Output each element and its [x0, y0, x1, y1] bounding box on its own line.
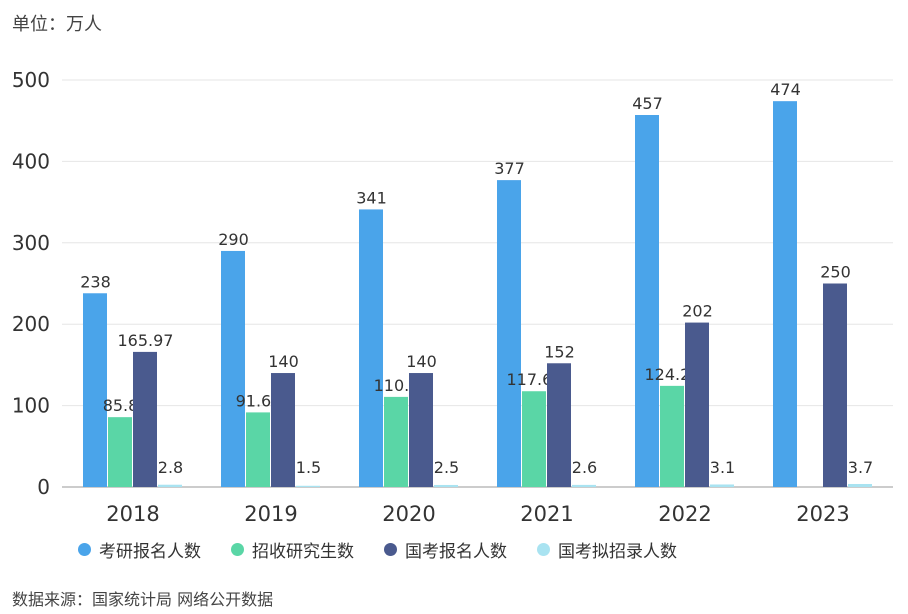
- x-tick-label: 2023: [796, 502, 849, 526]
- bar-4: [572, 484, 596, 487]
- y-tick-label: 300: [12, 231, 50, 255]
- bar-2: [522, 391, 546, 487]
- x-tick-label: 2021: [520, 502, 573, 526]
- data-label: 2.8: [158, 458, 183, 477]
- legend-dot: [78, 543, 91, 556]
- legend-label: 招收研究生数: [252, 542, 354, 562]
- legend: 考研报名人数 招收研究生数 国考报名人数 国考拟招录人数: [78, 537, 677, 562]
- y-tick-label: 400: [12, 149, 50, 173]
- legend-item: 国考拟招录人数: [537, 537, 677, 562]
- bar-2: [384, 396, 408, 487]
- x-tick-label: 2019: [244, 502, 297, 526]
- legend-item: 国考报名人数: [384, 537, 507, 562]
- data-label: 238: [80, 272, 111, 291]
- data-label: 202: [682, 302, 713, 321]
- data-label: 341: [356, 188, 387, 207]
- bar-1: [359, 209, 383, 487]
- bar-1: [635, 115, 659, 487]
- data-label: 250: [820, 263, 851, 282]
- data-label: 474: [770, 80, 801, 99]
- data-label: 3.7: [848, 458, 873, 477]
- bar-3: [133, 351, 157, 487]
- data-label: 1.5: [296, 458, 321, 477]
- data-label: 152: [544, 342, 575, 361]
- x-tick-label: 2018: [106, 502, 159, 526]
- bar-1: [497, 180, 521, 487]
- bar-4: [434, 484, 458, 487]
- bar-3: [823, 283, 847, 487]
- data-label: 140: [406, 352, 437, 371]
- legend-dot: [384, 543, 397, 556]
- y-tick-label: 200: [12, 312, 50, 336]
- legend-label: 国考拟招录人数: [558, 542, 677, 562]
- bar-2: [108, 417, 132, 487]
- bar-3: [409, 373, 433, 487]
- bar-4: [848, 483, 872, 487]
- legend-label: 国考报名人数: [405, 542, 507, 562]
- data-label: 377: [494, 159, 525, 178]
- bar-4: [158, 484, 182, 487]
- data-label: 3.1: [710, 458, 735, 477]
- bar-1: [83, 293, 107, 487]
- y-tick-label: 100: [12, 394, 50, 418]
- data-label: 457: [632, 94, 663, 113]
- bar-4: [296, 485, 320, 487]
- bar-4: [710, 484, 734, 487]
- legend-item: 招收研究生数: [231, 537, 354, 562]
- legend-label: 考研报名人数: [99, 542, 201, 562]
- unit-label: 单位：万人: [12, 14, 102, 35]
- legend-dot: [231, 543, 244, 556]
- data-label: 2.6: [572, 458, 597, 477]
- data-label: 110.7: [374, 376, 420, 395]
- source-label: 数据来源：国家统计局 网络公开数据: [12, 590, 274, 609]
- x-tick-label: 2020: [382, 502, 435, 526]
- data-label: 140: [268, 352, 299, 371]
- bar-3: [271, 373, 295, 487]
- data-label: 2.5: [434, 458, 459, 477]
- y-tick-label: 500: [12, 68, 50, 92]
- bar-1: [773, 101, 797, 487]
- bar-3: [685, 322, 709, 487]
- bar-3: [547, 363, 571, 487]
- data-label: 290: [218, 230, 249, 249]
- data-label: 165.97: [118, 331, 174, 350]
- bar-chart: 0 100 200 300 400 500 238 85.8 165.97 2.8 2018 290 9…: [12, 68, 893, 526]
- bar-1: [221, 250, 245, 487]
- x-tick-label: 2022: [658, 502, 711, 526]
- data-label: 91.65: [236, 391, 282, 410]
- data-label: 85.8: [103, 396, 139, 415]
- bar-2: [660, 385, 684, 487]
- y-tick-label: 0: [37, 475, 50, 499]
- bar-2: [246, 412, 270, 487]
- legend-dot: [537, 543, 550, 556]
- legend-item: 考研报名人数: [78, 537, 201, 562]
